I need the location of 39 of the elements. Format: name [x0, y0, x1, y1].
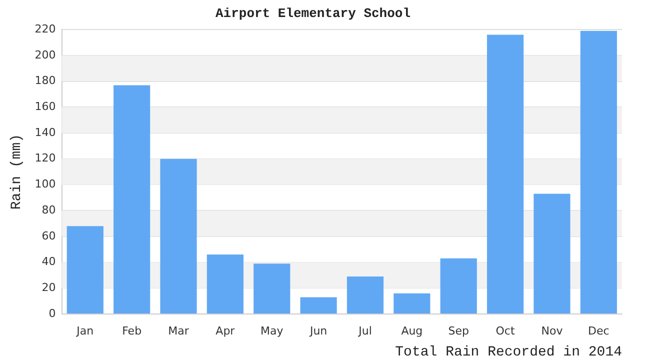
y-tick-label: 100 — [34, 178, 56, 191]
y-tick-label: 220 — [34, 22, 56, 36]
x-tick-label: Apr — [216, 324, 236, 338]
x-tick-label: May — [260, 324, 284, 338]
x-tick-label: Dec — [588, 324, 610, 338]
y-tick-label: 80 — [42, 203, 56, 216]
bar — [346, 276, 384, 314]
x-tick-label: Mar — [168, 324, 190, 338]
x-tick-label: Aug — [401, 324, 423, 338]
y-tick-label: 160 — [34, 100, 56, 114]
bar — [486, 34, 524, 314]
y-tick-label: 40 — [42, 255, 56, 268]
x-tick-label: Nov — [541, 324, 564, 338]
bar — [580, 30, 617, 314]
bar — [206, 254, 244, 314]
bar — [114, 85, 150, 314]
y-tick-label: 200 — [34, 48, 56, 62]
bar — [440, 258, 477, 314]
bar — [66, 226, 104, 314]
x-tick-label: Feb — [122, 324, 142, 338]
y-tick-label: 140 — [34, 126, 56, 139]
bar — [394, 293, 430, 314]
y-tick-label: 120 — [34, 152, 56, 165]
x-tick-label: Oct — [496, 324, 516, 338]
x-axis-title: Total Rain Recorded in 2014 — [395, 344, 622, 360]
y-axis-title: Rain (mm) — [9, 134, 26, 210]
y-tick-label: 20 — [42, 281, 56, 294]
y-tick-label: 180 — [34, 74, 56, 88]
y-tick-label: 60 — [42, 229, 56, 242]
chart-title: Airport Elementary School — [215, 6, 411, 22]
bar — [160, 158, 197, 314]
x-tick-label: Jul — [358, 324, 372, 338]
x-tick-label: Sep — [448, 324, 469, 338]
bar — [300, 297, 337, 314]
bar — [254, 264, 290, 314]
x-tick-label: Jun — [308, 324, 328, 338]
x-tick-label: Jan — [76, 324, 94, 338]
y-tick-label: 0 — [48, 306, 56, 320]
bar — [534, 194, 570, 314]
